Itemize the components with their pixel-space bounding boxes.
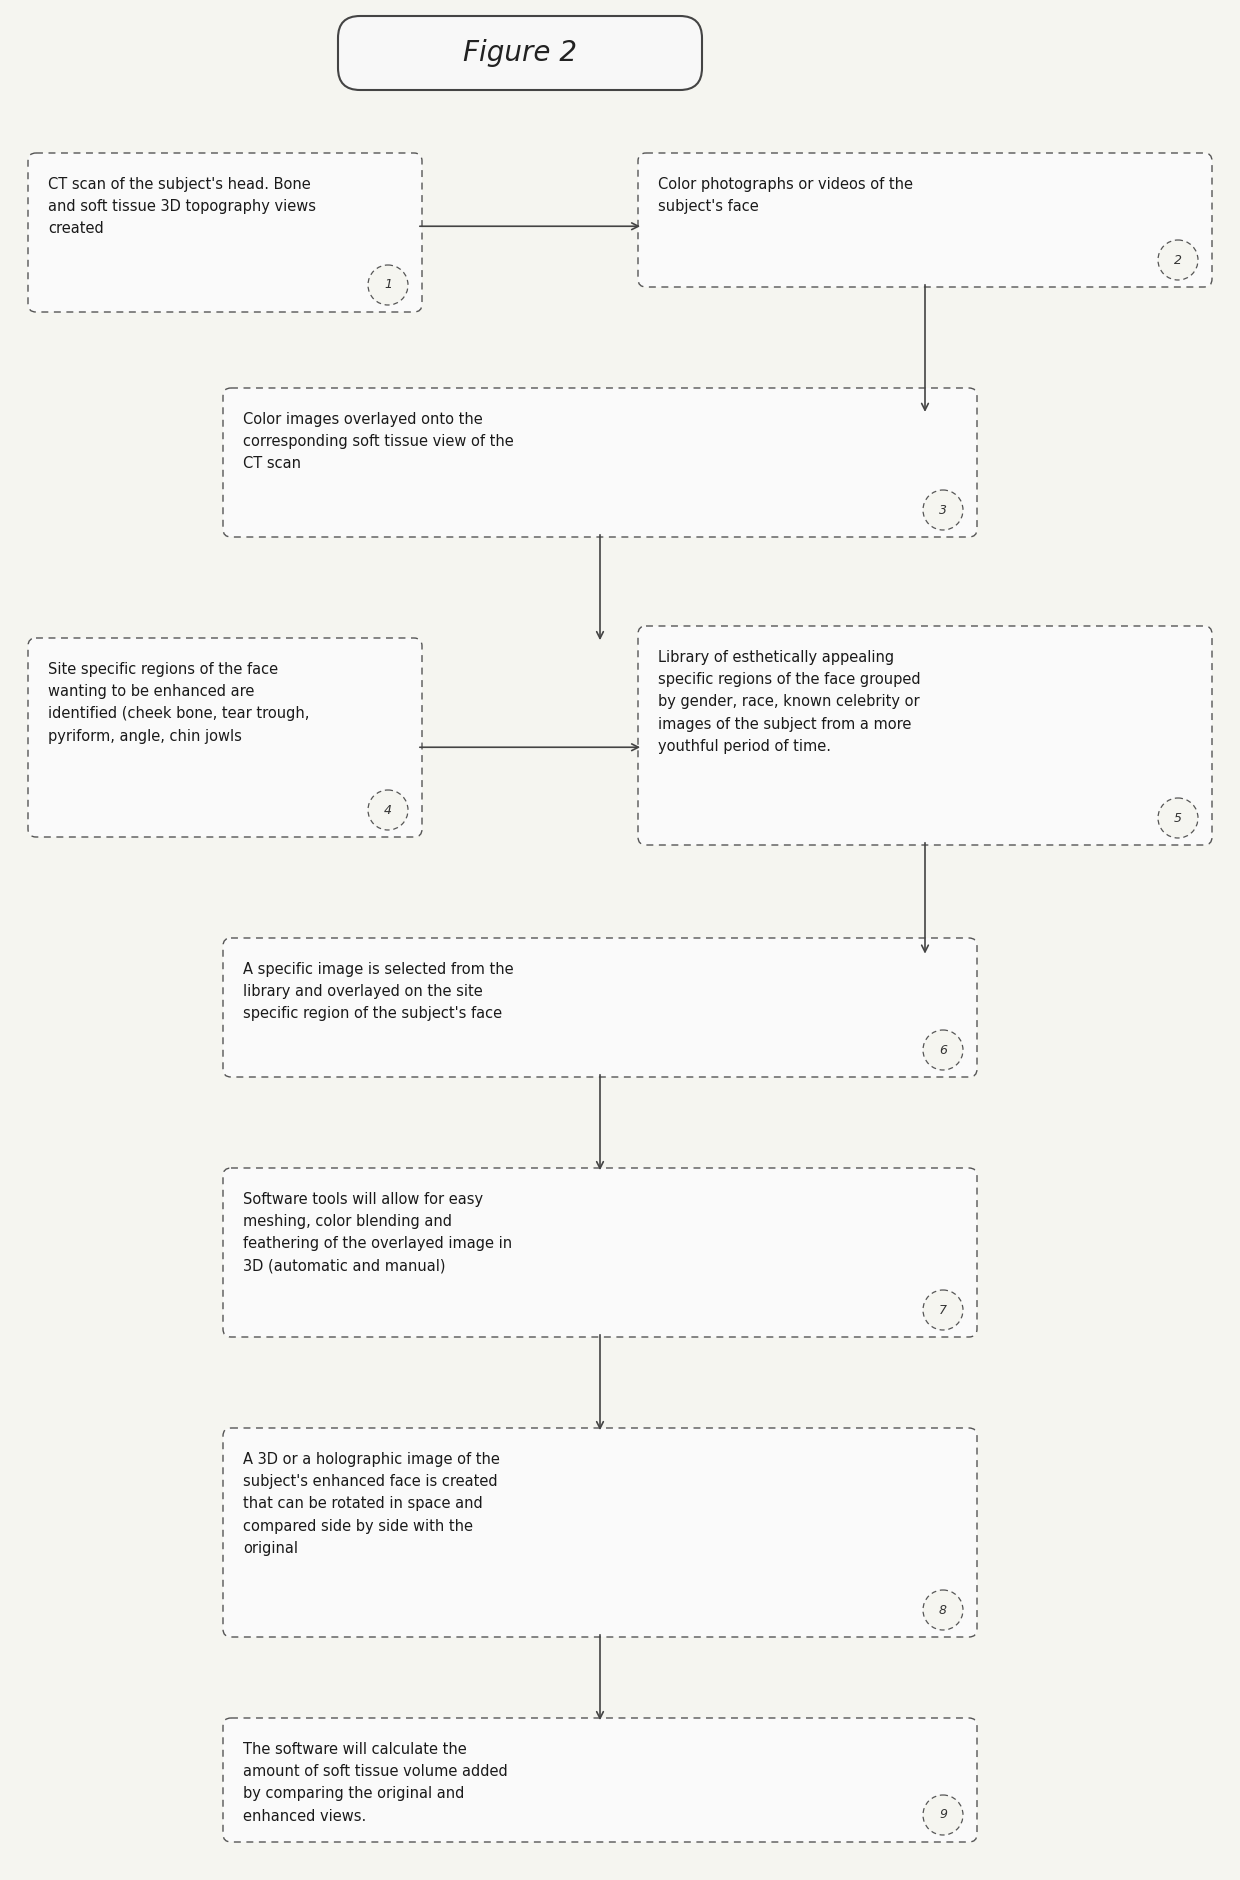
FancyBboxPatch shape xyxy=(639,626,1211,844)
FancyBboxPatch shape xyxy=(639,152,1211,288)
Circle shape xyxy=(368,790,408,829)
Circle shape xyxy=(923,491,963,530)
Circle shape xyxy=(1158,241,1198,280)
Text: 6: 6 xyxy=(939,1043,947,1057)
Text: 4: 4 xyxy=(384,803,392,816)
Text: Color photographs or videos of the
subject's face: Color photographs or videos of the subje… xyxy=(658,177,913,214)
Circle shape xyxy=(1158,797,1198,838)
Text: 7: 7 xyxy=(939,1303,947,1316)
Text: 3: 3 xyxy=(939,504,947,517)
Text: Figure 2: Figure 2 xyxy=(463,39,577,68)
Circle shape xyxy=(368,265,408,305)
FancyBboxPatch shape xyxy=(29,152,422,312)
FancyBboxPatch shape xyxy=(223,938,977,1077)
Text: A specific image is selected from the
library and overlayed on the site
specific: A specific image is selected from the li… xyxy=(243,963,513,1021)
FancyBboxPatch shape xyxy=(29,637,422,837)
FancyBboxPatch shape xyxy=(223,1167,977,1337)
Circle shape xyxy=(923,1030,963,1070)
Text: 2: 2 xyxy=(1174,254,1182,267)
FancyBboxPatch shape xyxy=(223,1429,977,1637)
Text: The software will calculate the
amount of soft tissue volume added
by comparing : The software will calculate the amount o… xyxy=(243,1743,507,1824)
Text: A 3D or a holographic image of the
subject's enhanced face is created
that can b: A 3D or a holographic image of the subje… xyxy=(243,1451,500,1557)
Text: 8: 8 xyxy=(939,1604,947,1617)
Text: 1: 1 xyxy=(384,278,392,291)
Text: 9: 9 xyxy=(939,1809,947,1822)
Circle shape xyxy=(923,1290,963,1329)
FancyBboxPatch shape xyxy=(223,387,977,538)
Text: CT scan of the subject's head. Bone
and soft tissue 3D topography views
created: CT scan of the subject's head. Bone and … xyxy=(48,177,316,237)
Text: Software tools will allow for easy
meshing, color blending and
feathering of the: Software tools will allow for easy meshi… xyxy=(243,1192,512,1273)
Text: 5: 5 xyxy=(1174,812,1182,825)
Text: Site specific regions of the face
wanting to be enhanced are
identified (cheek b: Site specific regions of the face wantin… xyxy=(48,662,309,744)
Text: Library of esthetically appealing
specific regions of the face grouped
by gender: Library of esthetically appealing specif… xyxy=(658,650,920,754)
Circle shape xyxy=(923,1590,963,1630)
FancyBboxPatch shape xyxy=(339,17,702,90)
Circle shape xyxy=(923,1795,963,1835)
Text: Color images overlayed onto the
corresponding soft tissue view of the
CT scan: Color images overlayed onto the correspo… xyxy=(243,412,513,472)
FancyBboxPatch shape xyxy=(223,1718,977,1842)
